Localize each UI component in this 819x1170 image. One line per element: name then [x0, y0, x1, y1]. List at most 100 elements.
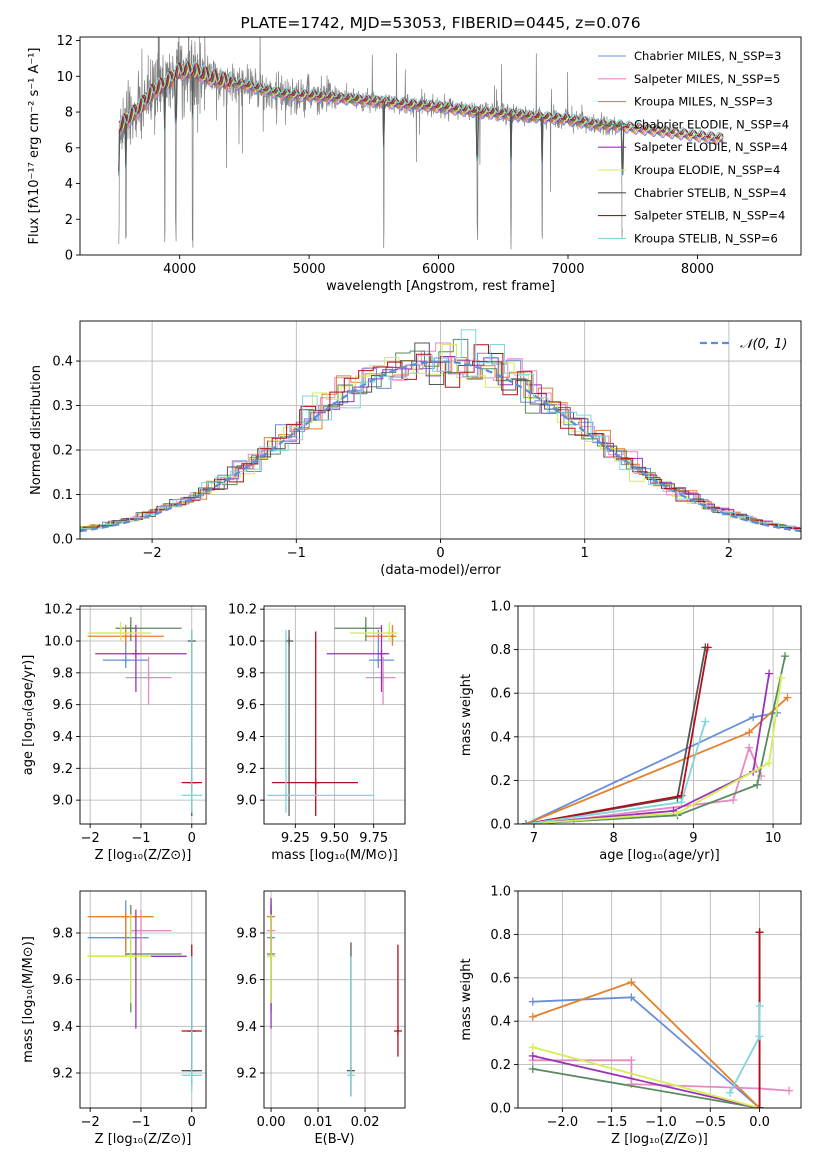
- y-tick-label: 10.2: [228, 603, 257, 618]
- data-point: [267, 629, 374, 813]
- y-axis-label: Normed distribution: [29, 365, 44, 495]
- y-tick-label: 10.0: [228, 635, 257, 650]
- series-line: [525, 673, 770, 824]
- errorbar-plot: [267, 617, 398, 817]
- legend-label: Kroupa MILES, N_SSP=3: [634, 95, 773, 109]
- x-axis-label: age [log₁₀(age/yr)]: [599, 848, 720, 863]
- y-tick-label: 9.4: [236, 730, 257, 745]
- x-tick-label: −1.5: [596, 1115, 628, 1130]
- x-tick-label: 9: [689, 831, 697, 846]
- y-tick-label: 9.6: [236, 698, 257, 713]
- legend-label: Salpeter STELIB, N_SSP=4: [634, 209, 785, 223]
- model-spectrum-line: [118, 61, 724, 139]
- series-line: [729, 1006, 761, 1094]
- y-tick-label: 9.4: [52, 730, 73, 745]
- y-tick-label: 0.4: [490, 1015, 511, 1030]
- data-point: [87, 914, 152, 1003]
- panel-7-frame: [517, 890, 802, 1109]
- y-tick-label: 0.2: [490, 1058, 511, 1073]
- y-tick-label: 9.8: [52, 927, 73, 942]
- y-tick-label: 9.8: [236, 666, 257, 681]
- y-axis-label: Flux [fλ10⁻¹⁷ erg cm⁻² s⁻¹ A⁻¹]: [27, 48, 42, 245]
- model-spectrum-line: [118, 67, 724, 177]
- histogram-step: [80, 344, 801, 531]
- y-tick-label: 0.1: [52, 488, 73, 503]
- y-tick-label: 0.8: [490, 928, 511, 943]
- y-tick-label: 10.0: [44, 635, 73, 650]
- y-tick-label: 0.0: [490, 818, 511, 833]
- panel-4-axes: 7 8 9 10 0.0 0.2 0.4 0.6 0.8 1.0: [490, 600, 801, 846]
- legend-label: Kroupa STELIB, N_SSP=6: [634, 231, 778, 245]
- y-tick-label: 10.2: [44, 603, 73, 618]
- errorbar-plot: [87, 900, 202, 1092]
- x-axis-label: E(B-V): [314, 1132, 354, 1147]
- x-tick-label: −2.0: [547, 1115, 579, 1130]
- y-tick-label: 9.6: [236, 973, 257, 988]
- data-point: [271, 631, 358, 817]
- panel-2-frame: [79, 605, 207, 825]
- series-line: [532, 1068, 760, 1108]
- data-point: [181, 629, 202, 813]
- x-tick-label: 0: [436, 546, 444, 561]
- panel-3-frame: [263, 605, 406, 825]
- y-tick-label: 0.8: [490, 643, 511, 658]
- x-tick-label: 9.75: [359, 831, 388, 846]
- y-tick-label: 9.4: [52, 1020, 73, 1035]
- legend-label: Chabrier ELODIE, N_SSP=4: [634, 117, 789, 131]
- x-tick-label: −1.0: [645, 1115, 677, 1130]
- y-axis-label: mass weight: [459, 958, 474, 1040]
- y-tick-label: 8: [65, 106, 73, 121]
- y-tick-label: 0.4: [490, 730, 511, 745]
- x-axis-label: (data-model)/error: [380, 563, 501, 578]
- x-tick-label: 0: [188, 1115, 196, 1130]
- series-line: [532, 1046, 760, 1108]
- y-axis-label: age [log₁₀(age/yr)]: [21, 655, 36, 776]
- y-tick-label: 9.8: [236, 927, 257, 942]
- y-tick-label: 9.0: [236, 794, 257, 809]
- x-tick-label: −2: [81, 831, 100, 846]
- data-point: [87, 909, 187, 1029]
- panel-6-frame: [263, 890, 406, 1109]
- x-axis-label: wavelength [Angstrom, rest frame]: [326, 279, 555, 294]
- series-line: [532, 1055, 760, 1108]
- histogram-step: [80, 356, 801, 531]
- errorbar-plot: [87, 617, 202, 817]
- data-point: [181, 956, 202, 1092]
- data-point: [87, 912, 154, 957]
- x-tick-label: 9.50: [320, 831, 349, 846]
- y-tick-label: 2: [65, 213, 73, 228]
- x-tick-label: 8: [610, 831, 618, 846]
- data-point: [125, 905, 182, 1013]
- histogram-plot: [80, 329, 801, 533]
- x-tick-label: −1: [131, 1115, 150, 1130]
- y-tick-label: 9.6: [52, 973, 73, 988]
- data-point: [130, 909, 172, 957]
- data-point: [350, 621, 398, 642]
- series-line: [532, 996, 761, 1108]
- y-tick-label: 12: [56, 34, 73, 49]
- y-tick-label: 0.4: [52, 355, 73, 370]
- x-tick-label: 5000: [293, 262, 326, 277]
- legend-label: Chabrier MILES, N_SSP=3: [634, 49, 781, 63]
- panel-4-frame: [517, 605, 802, 825]
- data-point: [346, 956, 355, 1097]
- y-tick-label: 0.2: [52, 444, 73, 459]
- panel-0-frame: [79, 36, 802, 256]
- panel-1-frame: [79, 320, 802, 540]
- x-tick-label: 0.02: [351, 1115, 380, 1130]
- data-point: [115, 617, 182, 642]
- y-tick-label: 10: [56, 70, 73, 85]
- panel-6-axes: 0.00 0.01 0.02 9.2 9.4 9.6 9.8: [236, 891, 405, 1130]
- y-tick-label: 9.0: [52, 794, 73, 809]
- data-point: [125, 656, 172, 705]
- legend-label: Chabrier STELIB, N_SSP=4: [634, 186, 786, 200]
- y-tick-label: 0.0: [52, 533, 73, 548]
- y-tick-label: 9.2: [236, 762, 257, 777]
- y-tick-label: 6: [65, 141, 73, 156]
- data-point: [326, 625, 390, 692]
- normal-curve: [80, 360, 801, 533]
- series-line: [525, 711, 778, 824]
- y-tick-label: 9.8: [52, 666, 73, 681]
- x-tick-label: −2: [143, 546, 162, 561]
